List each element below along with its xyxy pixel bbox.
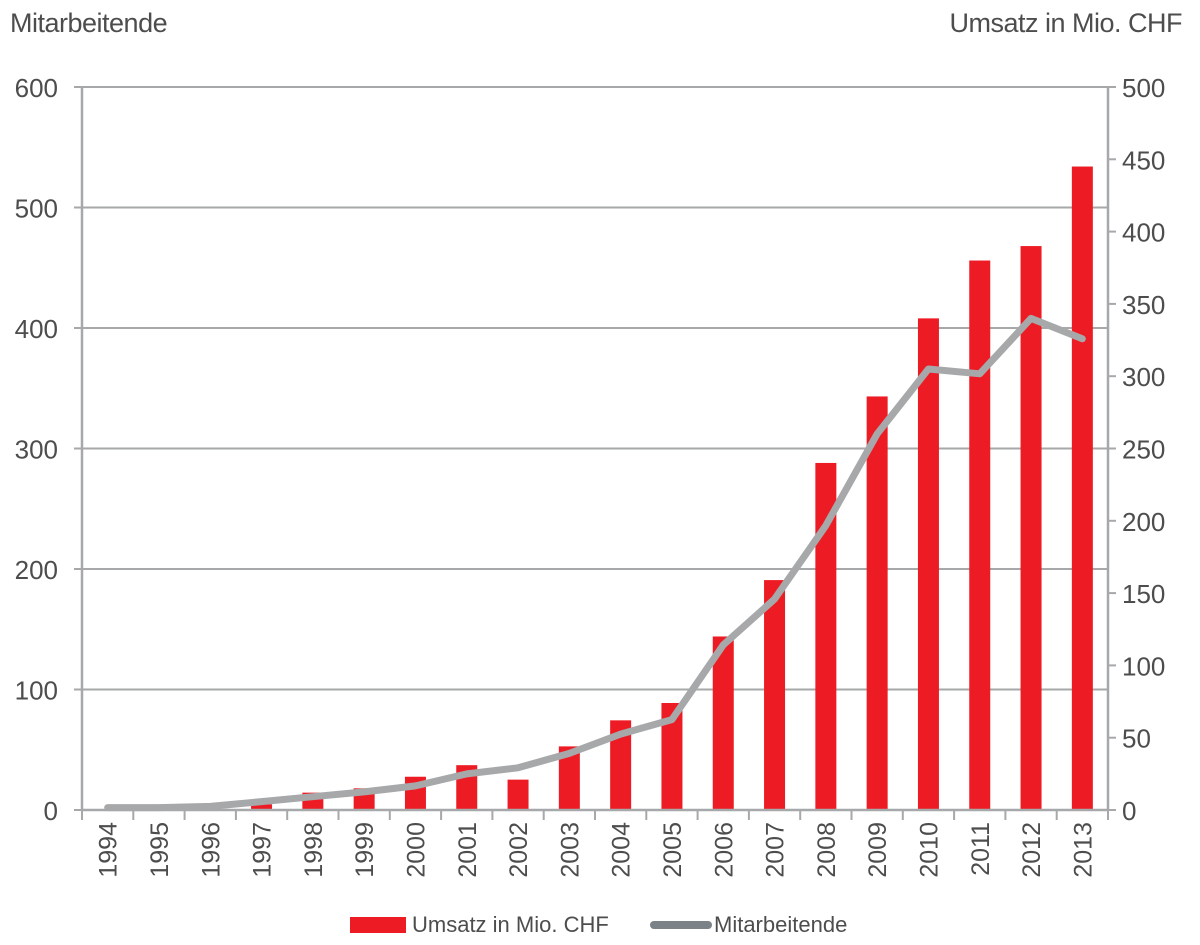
bar xyxy=(712,636,734,810)
left-tick-label: 100 xyxy=(15,676,58,706)
legend-swatch-line xyxy=(650,921,712,929)
x-tick-label: 2009 xyxy=(864,822,892,878)
left-tick-label: 300 xyxy=(15,435,58,465)
bar xyxy=(917,318,939,810)
bar xyxy=(610,720,632,810)
x-tick-label: 2002 xyxy=(505,822,533,878)
right-tick-label: 0 xyxy=(1122,796,1136,826)
bar xyxy=(1071,166,1093,810)
right-tick-label: 50 xyxy=(1122,724,1151,754)
bar xyxy=(866,396,888,810)
left-tick-label: 200 xyxy=(15,555,58,585)
x-tick-label: 2010 xyxy=(915,822,943,878)
x-tick-label: 2012 xyxy=(1018,822,1046,878)
bar-series xyxy=(97,166,1093,810)
x-tick-label: 2004 xyxy=(608,822,636,878)
bar xyxy=(251,804,273,810)
x-tick-label: 1995 xyxy=(146,822,174,878)
right-tick-label: 200 xyxy=(1122,507,1165,537)
left-tick-label: 0 xyxy=(44,796,58,826)
legend-label-mitarbeitende: Mitarbeitende xyxy=(714,912,848,937)
right-tick-label: 400 xyxy=(1122,218,1165,248)
x-tick-label: 2001 xyxy=(454,822,482,878)
legend-label-umsatz: Umsatz in Mio. CHF xyxy=(412,912,609,937)
x-tick-label: 1998 xyxy=(300,822,328,878)
x-tick-label: 2003 xyxy=(556,822,584,878)
axes xyxy=(74,86,1116,820)
gridlines xyxy=(82,86,1108,811)
x-tick-label: 2008 xyxy=(813,822,841,878)
x-tick-label: 1996 xyxy=(197,822,225,878)
right-tick-label: 300 xyxy=(1122,362,1165,392)
bar xyxy=(969,260,991,810)
right-tick-label: 500 xyxy=(1122,73,1165,103)
left-tick-label: 400 xyxy=(15,314,58,344)
x-tick-label: 1999 xyxy=(351,822,379,878)
x-tick-label: 1994 xyxy=(95,822,123,878)
chart-canvas: 0 100 200 300 400 500 600 0 50 100 150 200 250 300 350… xyxy=(15,73,1166,878)
bar xyxy=(661,702,683,810)
left-tick-label: 500 xyxy=(15,194,58,224)
tick-labels: 0 100 200 300 400 500 600 0 50 100 150 200 250 300 350… xyxy=(15,73,1166,878)
line-path xyxy=(104,314,1086,812)
legend-swatch-bar xyxy=(350,917,406,933)
x-tick-label: 1997 xyxy=(249,822,277,878)
bar xyxy=(558,746,580,810)
right-tick-label: 150 xyxy=(1122,579,1165,609)
line-series xyxy=(104,314,1086,812)
bar xyxy=(815,462,837,810)
x-tick-label: 2007 xyxy=(762,822,790,878)
x-tick-label: 2000 xyxy=(402,822,430,878)
left-tick-label: 600 xyxy=(15,73,58,103)
bar xyxy=(507,779,529,810)
x-tick-label: 2013 xyxy=(1069,822,1097,878)
bar xyxy=(1020,246,1042,810)
x-tick-label: 2005 xyxy=(659,822,687,878)
right-axis-title: Umsatz in Mio. CHF xyxy=(949,8,1182,38)
right-tick-label: 250 xyxy=(1122,435,1165,465)
right-tick-label: 350 xyxy=(1122,290,1165,320)
legend-item-umsatz: Umsatz in Mio. CHF xyxy=(350,912,609,938)
x-tick-label: 2011 xyxy=(967,822,995,876)
right-tick-label: 450 xyxy=(1122,145,1165,175)
right-tick-label: 100 xyxy=(1122,651,1165,681)
bar xyxy=(764,580,786,810)
left-axis-title: Mitarbeitende xyxy=(10,8,168,38)
legend-item-mitarbeitende: Mitarbeitende xyxy=(650,912,847,938)
x-tick-label: 2006 xyxy=(710,822,738,878)
